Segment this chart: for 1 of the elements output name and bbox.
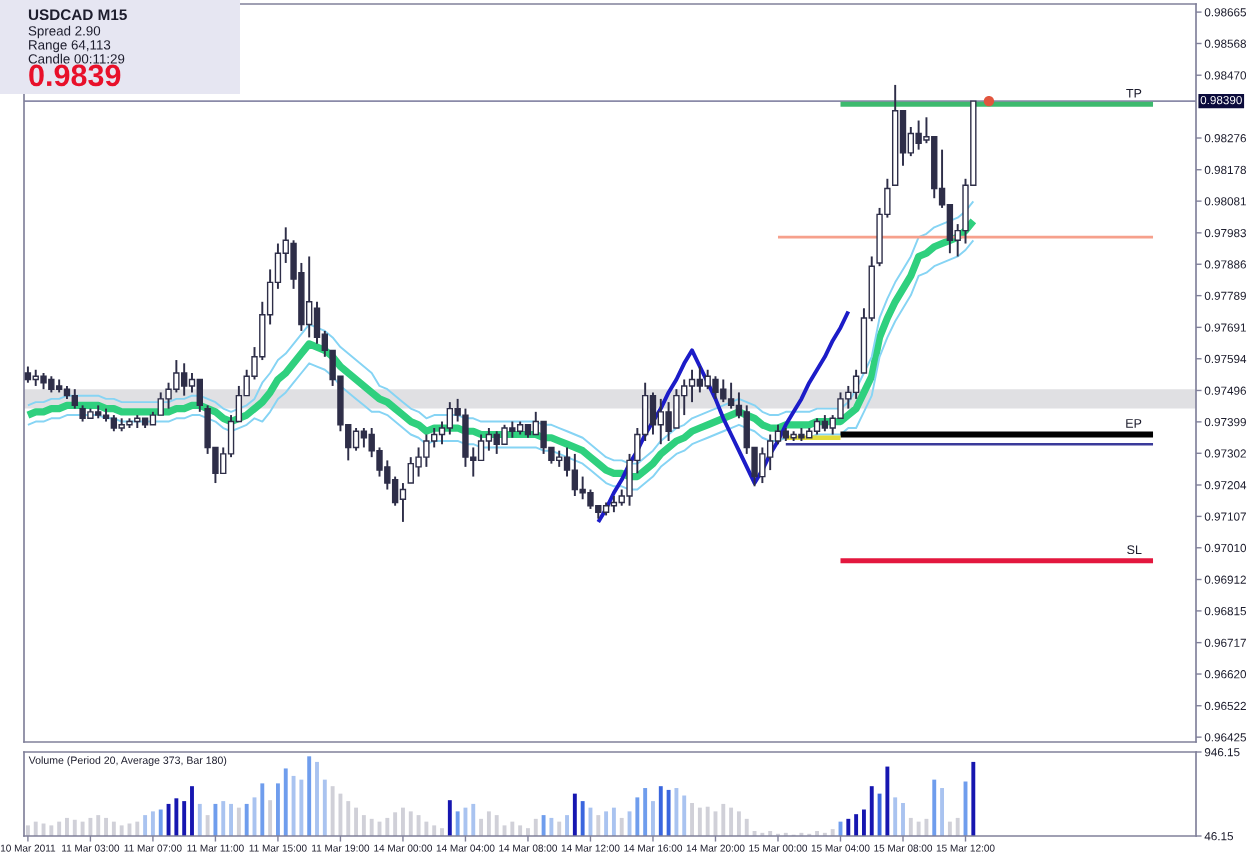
annotation: 0.9839	[29, 64, 121, 87]
